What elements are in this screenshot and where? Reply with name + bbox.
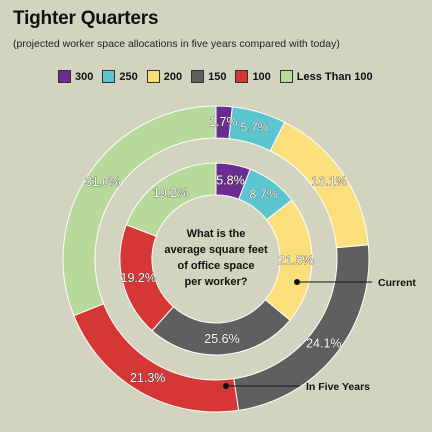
- legend: 300 250 200 150 100 Less Than 100: [58, 70, 382, 83]
- current-callout-dot: [294, 279, 300, 285]
- legend-swatch: [279, 70, 293, 83]
- current-value-label: 25.6%: [204, 332, 239, 346]
- outer-ring: 1.7% 5.7% 16.1% 24.1% 21.3% 31.0%: [62, 105, 370, 413]
- five-years-value-label: 5.7%: [240, 121, 269, 135]
- five-years-value-label: 21.3%: [130, 371, 165, 385]
- legend-item-150: 150: [191, 70, 226, 83]
- current-value-label: 5.8%: [216, 173, 245, 187]
- legend-label: 250: [119, 70, 138, 83]
- legend-label: Less Than 100: [296, 70, 373, 83]
- center-question-line-1: What is the: [187, 228, 246, 240]
- center-question-line-2: average square feet: [164, 244, 268, 256]
- legend-item-300: 300: [58, 70, 93, 83]
- current-segment-less-than-100: [125, 162, 217, 237]
- current-callout-label: Current: [378, 277, 416, 289]
- legend-label: 300: [75, 70, 94, 83]
- legend-swatch: [191, 70, 205, 83]
- five-years-callout-dot: [223, 383, 229, 389]
- chart-subtitle: (projected worker space allocations in f…: [13, 38, 340, 50]
- center-question-line-3: of office space: [177, 260, 254, 272]
- legend-swatch: [146, 70, 160, 83]
- legend-item-100: 100: [235, 70, 271, 83]
- current-value-label: 19.2%: [153, 186, 188, 200]
- center-question-line-4: per worker?: [185, 276, 248, 288]
- five-years-value-label: 1.7%: [209, 115, 238, 129]
- five-years-value-label: 16.1%: [311, 175, 346, 189]
- chart-title: Tighter Quarters: [13, 8, 159, 29]
- five-years-callout-label: In Five Years: [306, 381, 370, 393]
- five-years-segment-less-than-100: [62, 105, 217, 317]
- inner-ring: 5.8% 8.7% 21.5% 25.6% 19.2% 19.2%: [119, 162, 314, 356]
- legend-swatch: [102, 70, 116, 83]
- legend-item-less-than-100: Less Than 100: [279, 70, 373, 83]
- current-value-label: 8.7%: [249, 188, 278, 202]
- center-question: What is the average square feet of offic…: [164, 228, 268, 288]
- series-callouts: Current In Five Years: [223, 277, 416, 393]
- legend-label: 100: [252, 70, 271, 83]
- five-years-value-label: 31.0%: [85, 175, 120, 189]
- legend-label: 150: [208, 70, 227, 83]
- five-years-value-label: 24.1%: [306, 337, 341, 351]
- legend-swatch: [235, 70, 249, 83]
- legend-label: 200: [163, 70, 183, 83]
- current-value-label: 21.5%: [278, 253, 313, 267]
- legend-item-250: 250: [102, 70, 138, 83]
- legend-swatch: [58, 70, 71, 83]
- current-value-label: 19.2%: [121, 271, 156, 285]
- legend-item-200: 200: [146, 70, 183, 83]
